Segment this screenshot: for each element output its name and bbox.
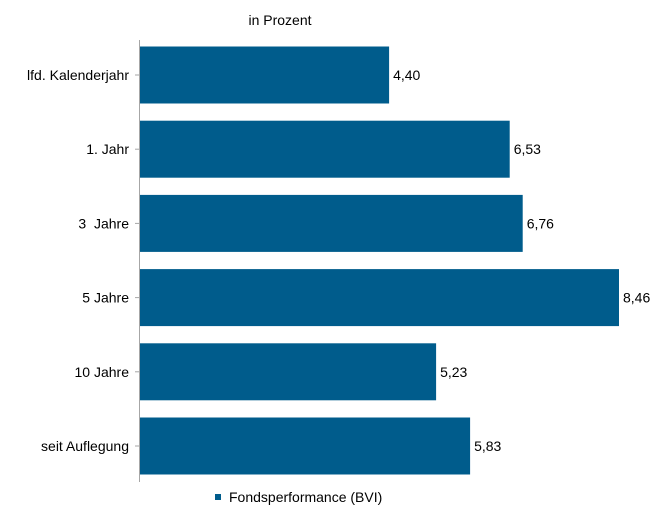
bar bbox=[140, 417, 471, 475]
bar bbox=[140, 120, 510, 178]
category-labels-layer: lfd. Kalenderjahr 1. Jahr 3 Jahre 5 Jahre 10… bbox=[27, 67, 140, 454]
value-label: 6,76 bbox=[527, 215, 554, 231]
category-label: 1. Jahr bbox=[86, 141, 129, 157]
value-label: 8,46 bbox=[623, 290, 650, 306]
bar bbox=[140, 46, 390, 104]
bar bbox=[140, 269, 619, 327]
value-label: 5,23 bbox=[440, 364, 467, 380]
legend-swatch bbox=[215, 494, 221, 500]
bar bbox=[140, 194, 523, 252]
bars-layer bbox=[140, 46, 619, 475]
category-label: seit Auflegung bbox=[41, 438, 129, 454]
category-label: lfd. Kalenderjahr bbox=[27, 67, 129, 83]
value-label: 4,40 bbox=[393, 67, 420, 83]
legend-label: Fondsperformance (BVI) bbox=[229, 489, 382, 505]
value-label: 5,83 bbox=[474, 438, 501, 454]
category-label: 10 Jahre bbox=[75, 364, 130, 380]
legend: Fondsperformance (BVI) bbox=[215, 489, 382, 505]
bar bbox=[140, 343, 437, 401]
value-label: 6,53 bbox=[514, 141, 541, 157]
category-label: 3 Jahre bbox=[78, 215, 129, 231]
value-labels-layer: 4,40 6,53 6,76 8,46 5,23 5,83 bbox=[393, 67, 650, 454]
category-label: 5 Jahre bbox=[82, 290, 129, 306]
unit-label: in Prozent bbox=[248, 12, 311, 28]
